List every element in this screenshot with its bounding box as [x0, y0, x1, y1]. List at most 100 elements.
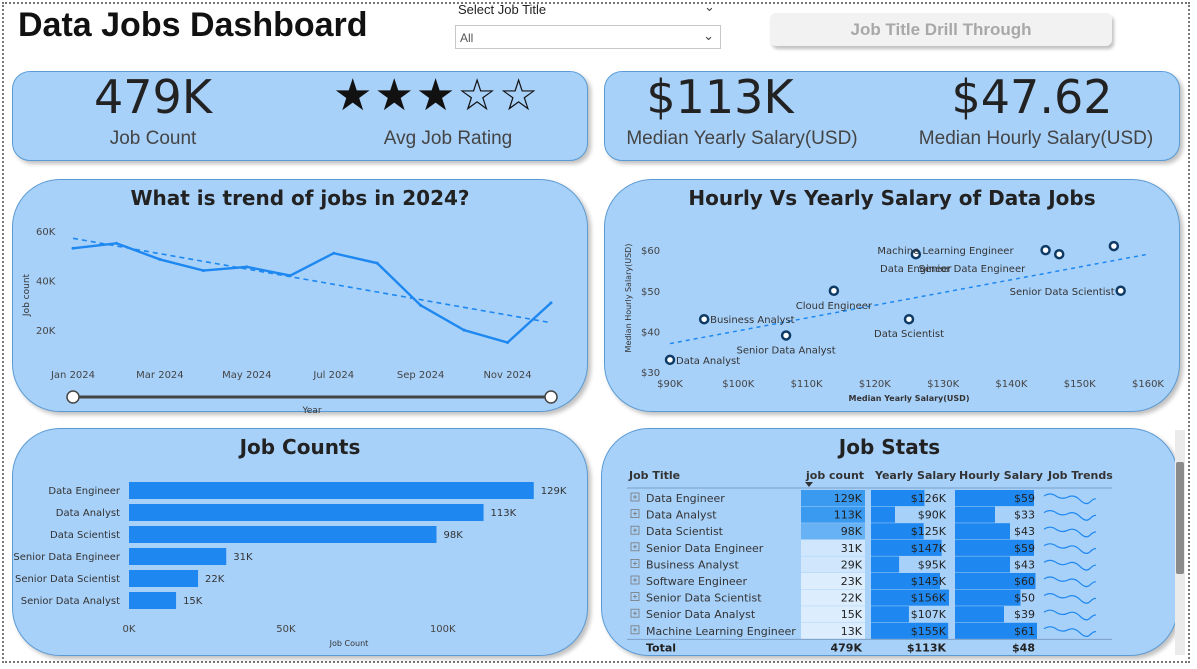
job-title-dropdown[interactable]: All ⌄: [455, 25, 721, 49]
count-cell: 15K: [841, 608, 863, 621]
x-tick-label: Jul 2024: [312, 370, 354, 381]
scatter-point: [780, 330, 792, 341]
sparkline: [1043, 593, 1097, 604]
point-label: Senior Data Engineer: [919, 264, 1027, 275]
bar-value-label: 22K: [205, 574, 225, 585]
yearly-bar: [871, 573, 940, 590]
scatter-point: [910, 248, 922, 260]
count-cell: 29K: [841, 558, 863, 571]
data-point: [506, 341, 510, 345]
scatter-point: [1053, 248, 1065, 260]
y-tick-label: 60K: [36, 227, 56, 238]
category-label: Data Engineer: [48, 486, 120, 497]
x-tick-label: $90K: [657, 379, 683, 390]
expand-icon: [630, 558, 640, 568]
chevron-down-icon[interactable]: ⌄: [703, 29, 714, 44]
sparkline: [1043, 609, 1097, 621]
kpi-card-salary: $113K Median Yearly Salary(USD) $47.62 M…: [604, 70, 1180, 161]
series-line: [72, 242, 552, 344]
bar: [129, 526, 437, 543]
expand-icon: [630, 592, 640, 602]
expand-icon: [630, 492, 640, 502]
x-tick-label: $150K: [1064, 379, 1096, 390]
yearly-cell: $155K: [911, 625, 947, 638]
drill-through-button[interactable]: Job Title Drill Through: [770, 13, 1112, 46]
yearly-cell: $107K: [911, 608, 947, 621]
row-title: Data Analyst: [646, 509, 717, 522]
point-label: Senior Data Analyst: [736, 345, 835, 356]
star-filled-icon: ★: [333, 70, 375, 121]
sparkline: [1043, 526, 1097, 538]
median-hourly-value: $47.62: [951, 70, 1113, 124]
hourly-bar: [955, 556, 1010, 573]
point-label: Data Engineer: [880, 264, 952, 275]
sort-desc-icon: [805, 482, 813, 487]
dropdown-selected-value: All: [460, 31, 474, 45]
count-cell-bg: [801, 589, 865, 606]
y-tick-label: 20K: [36, 326, 56, 337]
page-title: Data Jobs Dashboard: [18, 6, 368, 44]
x-tick-label: Mar 2024: [136, 370, 184, 381]
column-header: job count: [805, 469, 864, 482]
bar-value-label: 113K: [491, 508, 517, 519]
hourly-bar: [955, 622, 1037, 639]
yearly-bar: [871, 490, 925, 507]
chevron-down-icon[interactable]: ⌄: [704, 0, 715, 15]
job-count-label: Job Count: [109, 128, 197, 149]
row-title: Senior Data Engineer: [646, 542, 764, 555]
x-tick-label: 100K: [430, 624, 456, 635]
slicer-label: Select Job Title: [458, 2, 547, 17]
x-tick-label: $130K: [927, 379, 959, 390]
count-cell-bg: [801, 622, 865, 639]
scatter-point: [1040, 244, 1051, 256]
sparkline: [1043, 510, 1097, 521]
count-cell-bg: [801, 556, 865, 573]
data-point: [245, 265, 249, 269]
hourly-bar: [955, 589, 1021, 606]
hourly-cell: $50: [1014, 592, 1035, 605]
yearly-bar: [871, 622, 949, 639]
column-header: Hourly Salary: [959, 469, 1043, 482]
count-cell: 31K: [841, 542, 863, 555]
table-scrollbar[interactable]: [1176, 462, 1184, 574]
scatter-point: [903, 313, 915, 325]
count-cell-bg: [801, 573, 865, 590]
bar-chart-title: Job Counts: [239, 435, 361, 459]
expand-icon: [630, 608, 640, 618]
count-cell-bg: [801, 539, 865, 556]
category-label: Data Scientist: [50, 530, 120, 541]
x-tick-label: 50K: [276, 624, 296, 635]
expand-icon: [630, 625, 640, 635]
point-label: Cloud Engineer: [796, 301, 873, 312]
bar: [129, 592, 177, 609]
avg-rating-label: Avg Job Rating: [383, 128, 513, 149]
expand-icon: [630, 509, 640, 518]
yearly-cell: $156K: [911, 592, 947, 605]
data-point: [419, 303, 423, 307]
bar: [129, 482, 534, 499]
count-cell: 23K: [841, 575, 863, 588]
y-tick-label: $30: [641, 368, 660, 379]
yearly-bar: [871, 523, 924, 540]
row-title: Data Engineer: [646, 492, 725, 505]
point-label: Machine Learning Engineer: [877, 246, 1014, 257]
scatter-point: [828, 285, 840, 296]
column-header: Yearly Salary: [874, 469, 956, 482]
hourly-cell: $33: [1014, 509, 1035, 522]
total-yearly: $113K: [907, 641, 947, 654]
kpi-card-jobs-rating: 479K Job Count ★★★☆☆ Avg Job Rating: [12, 70, 588, 161]
category-label: Senior Data Scientist: [15, 574, 120, 585]
yearly-bar: [871, 556, 900, 573]
y-tick-label: 40K: [36, 277, 56, 288]
x-tick-label: Sep 2024: [397, 370, 444, 381]
data-point: [71, 246, 75, 250]
x-tick-label: May 2024: [222, 370, 271, 381]
bar-value-label: 98K: [443, 530, 463, 541]
range-slider-handle-start: [66, 390, 80, 404]
x-tick-label: Jan 2024: [50, 370, 95, 381]
yearly-cell: $125K: [911, 525, 947, 538]
expand-icon: [630, 575, 640, 585]
bar: [129, 570, 199, 587]
table-title: Job Stats: [838, 435, 941, 459]
count-cell: 13K: [841, 625, 863, 638]
